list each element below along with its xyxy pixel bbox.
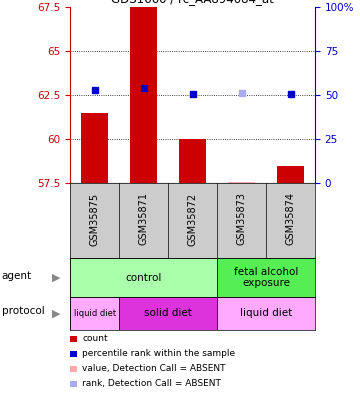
Text: GSM35871: GSM35871: [139, 192, 149, 245]
Bar: [130, 7, 157, 183]
Text: ▶: ▶: [51, 273, 60, 283]
Text: GSM35875: GSM35875: [90, 192, 100, 245]
Bar: [217, 258, 315, 297]
Text: solid diet: solid diet: [144, 309, 192, 318]
Text: GSM35874: GSM35874: [285, 192, 296, 245]
Bar: [70, 297, 119, 330]
Bar: [179, 139, 206, 183]
Text: fetal alcohol
exposure: fetal alcohol exposure: [234, 267, 298, 288]
Text: value, Detection Call = ABSENT: value, Detection Call = ABSENT: [82, 364, 226, 373]
Bar: [119, 297, 217, 330]
Bar: [70, 258, 217, 297]
Bar: [81, 113, 108, 183]
Text: control: control: [125, 273, 162, 283]
Text: count: count: [82, 335, 108, 343]
Bar: [228, 182, 255, 183]
Text: percentile rank within the sample: percentile rank within the sample: [82, 350, 235, 358]
Text: ▶: ▶: [51, 309, 60, 318]
Text: liquid diet: liquid diet: [240, 309, 292, 318]
Text: rank, Detection Call = ABSENT: rank, Detection Call = ABSENT: [82, 379, 221, 388]
Title: GDS1660 / rc_AA894084_at: GDS1660 / rc_AA894084_at: [111, 0, 274, 5]
Text: agent: agent: [2, 271, 32, 281]
Bar: [217, 297, 315, 330]
Text: GSM35872: GSM35872: [188, 192, 198, 245]
Text: liquid diet: liquid diet: [73, 309, 116, 318]
Text: protocol: protocol: [2, 307, 45, 316]
Text: GSM35873: GSM35873: [237, 192, 247, 245]
Bar: [277, 166, 304, 183]
